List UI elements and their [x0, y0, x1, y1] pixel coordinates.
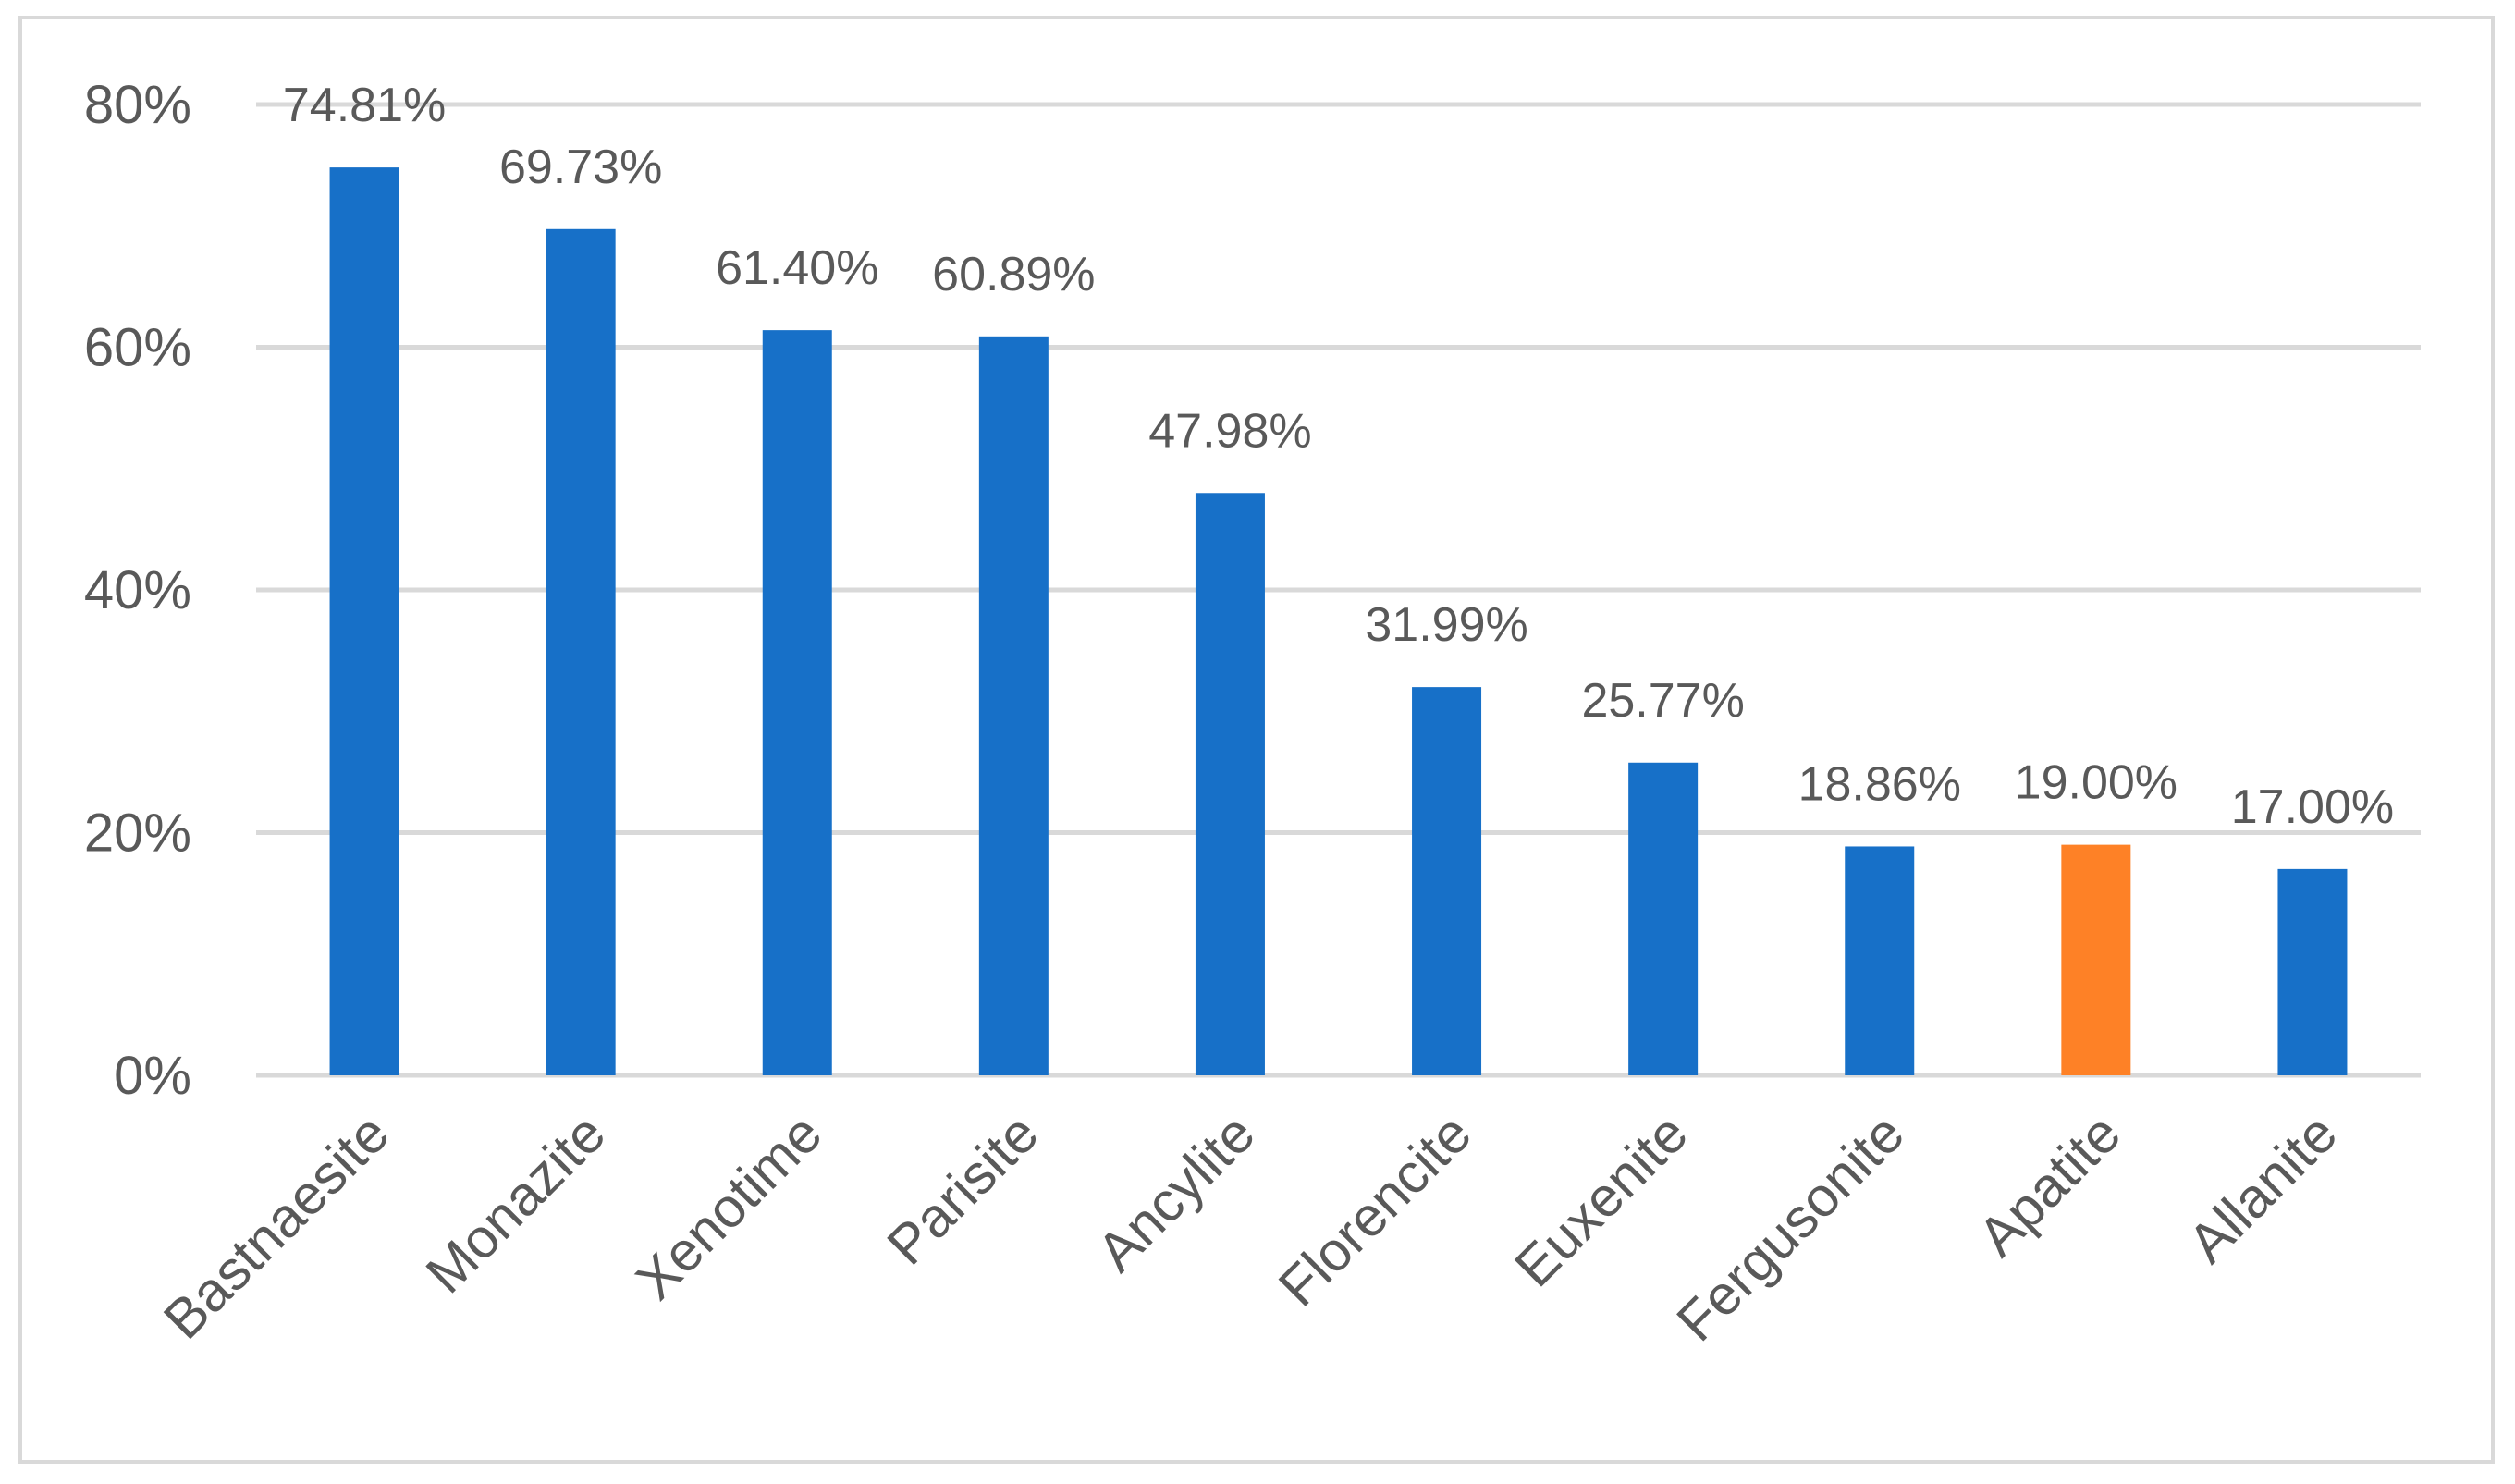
bars [329, 167, 2348, 1076]
data-label-ancylite: 47.98% [1148, 404, 1311, 458]
category-label-parisite: Parisite [876, 1102, 1050, 1277]
bar-apatite [2061, 844, 2131, 1075]
bar-xenotime [762, 330, 832, 1075]
bar-euxenite [1628, 762, 1699, 1075]
data-label-fergusonite: 18.86% [1798, 757, 1961, 811]
bar-parisite [978, 336, 1049, 1076]
y-tick-label: 80% [84, 75, 191, 135]
data-label-allanite: 17.00% [2231, 780, 2394, 834]
category-label-apatite: Apatite [1967, 1102, 2132, 1268]
bar-monazite [546, 228, 616, 1075]
category-label-euxenite: Euxenite [1503, 1102, 1699, 1298]
category-label-xenotime: Xenotime [624, 1102, 834, 1312]
y-tick-label: 20% [84, 803, 191, 864]
y-tick-label: 60% [84, 318, 191, 378]
category-label-florencite: Florencite [1267, 1102, 1483, 1318]
data-labels: 74.81% 69.73% 61.40% 60.89% 47.98% 31.99% 25.7… [283, 79, 2394, 834]
x-axis-categories: Bastnaesite Monazite Xenotime Parisite Ancyl… [152, 1102, 2349, 1353]
bar-fergusonite [1845, 846, 1915, 1075]
category-label-bastnaesite: Bastnaesite [152, 1102, 400, 1351]
data-label-bastnaesite: 74.81% [283, 79, 446, 132]
category-label-monazite: Monazite [414, 1102, 618, 1306]
data-label-monazite: 69.73% [499, 141, 662, 194]
category-label-fergusonite: Fergusonite [1665, 1102, 1916, 1353]
category-label-allanite: Allanite [2177, 1102, 2349, 1275]
bar-ancylite [1195, 493, 1265, 1075]
y-tick-label: 0% [114, 1046, 191, 1106]
category-label-ancylite: Ancylite [1086, 1102, 1267, 1283]
bar-florencite [1412, 687, 1482, 1075]
y-tick-label: 40% [84, 560, 191, 620]
y-axis-ticks: 0% 20% 40% 60% 80% [84, 75, 191, 1106]
data-label-xenotime: 61.40% [716, 241, 878, 295]
data-label-euxenite: 25.77% [1581, 674, 1744, 728]
data-label-florencite: 31.99% [1365, 598, 1527, 652]
gridlines [256, 102, 2421, 1078]
bar-allanite [2277, 868, 2348, 1075]
bar-bastnaesite [329, 167, 399, 1075]
data-label-parisite: 60.89% [932, 248, 1095, 301]
data-label-apatite: 19.00% [2015, 756, 2178, 810]
